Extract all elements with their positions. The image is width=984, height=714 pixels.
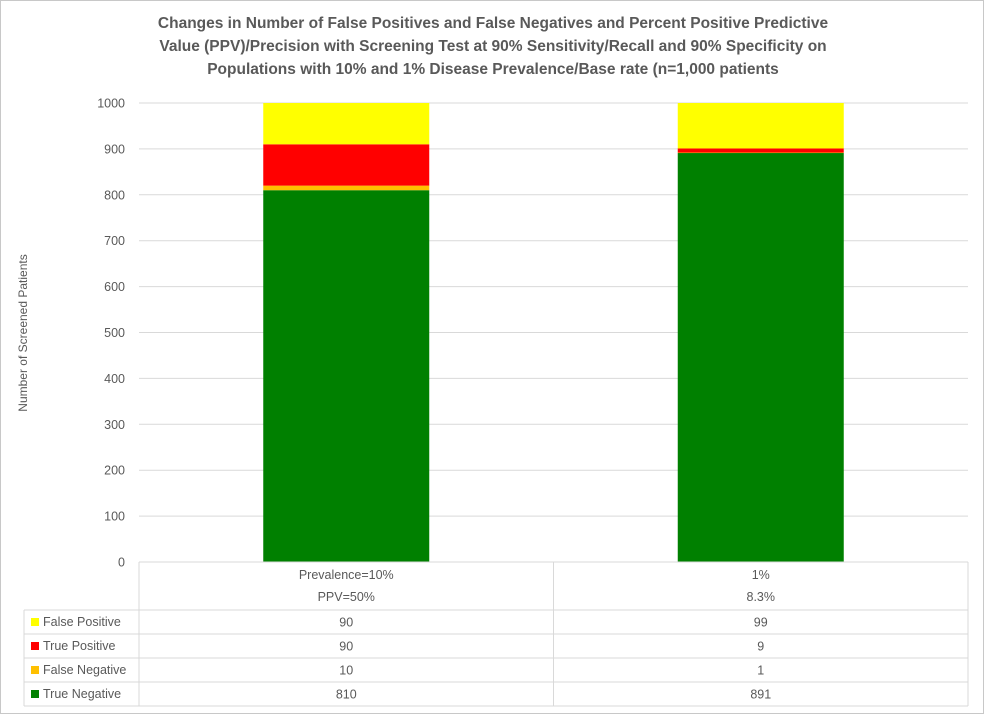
table-value: 9: [757, 640, 764, 654]
y-tick-label: 800: [104, 188, 125, 202]
legend-series-name: True Negative: [43, 687, 121, 701]
y-tick-label: 900: [104, 142, 125, 156]
category-label: 1%: [752, 568, 770, 582]
bar-segment: [263, 190, 430, 562]
table-value: 90: [339, 640, 353, 654]
chart-title-line: Populations with 10% and 1% Disease Prev…: [207, 61, 779, 78]
chart-title-line: Changes in Number of False Positives and…: [157, 15, 829, 32]
table-value: 10: [339, 664, 353, 678]
y-tick-label: 700: [104, 234, 125, 248]
table-value: 99: [754, 616, 768, 630]
y-tick-label: 200: [104, 464, 125, 478]
legend-series-name: False Positive: [43, 615, 121, 629]
y-tick-label: 100: [104, 510, 125, 524]
table-value: 1: [757, 664, 764, 678]
table-value: 810: [336, 688, 357, 702]
category-label: Prevalence=10%: [299, 568, 394, 582]
y-tick-label: 500: [104, 326, 125, 340]
bar-segment: [263, 185, 430, 191]
legend-series-name: True Positive: [43, 639, 116, 653]
y-tick-label: 300: [104, 418, 125, 432]
category-sublabel: PPV=50%: [318, 590, 375, 604]
bar-segment: [677, 153, 844, 562]
table-value: 891: [750, 688, 771, 702]
legend-key: [31, 642, 39, 650]
chart-title-line: Value (PPV)/Precision with Screening Tes…: [159, 38, 827, 55]
legend-series-name: False Negative: [43, 663, 126, 677]
bar-segment: [263, 144, 430, 186]
bar-segment: [263, 103, 430, 145]
y-tick-label: 1000: [97, 97, 125, 111]
chart-title: Changes in Number of False Positives and…: [21, 12, 965, 81]
y-tick-label: 0: [118, 556, 125, 570]
bar-segment: [677, 103, 844, 149]
legend-key: [31, 690, 39, 698]
table-value: 90: [339, 616, 353, 630]
legend-key: [31, 666, 39, 674]
y-tick-label: 400: [104, 372, 125, 386]
y-tick-label: 600: [104, 280, 125, 294]
legend-key: [31, 618, 39, 626]
category-sublabel: 8.3%: [747, 590, 776, 604]
bar-segment: [677, 148, 844, 153]
